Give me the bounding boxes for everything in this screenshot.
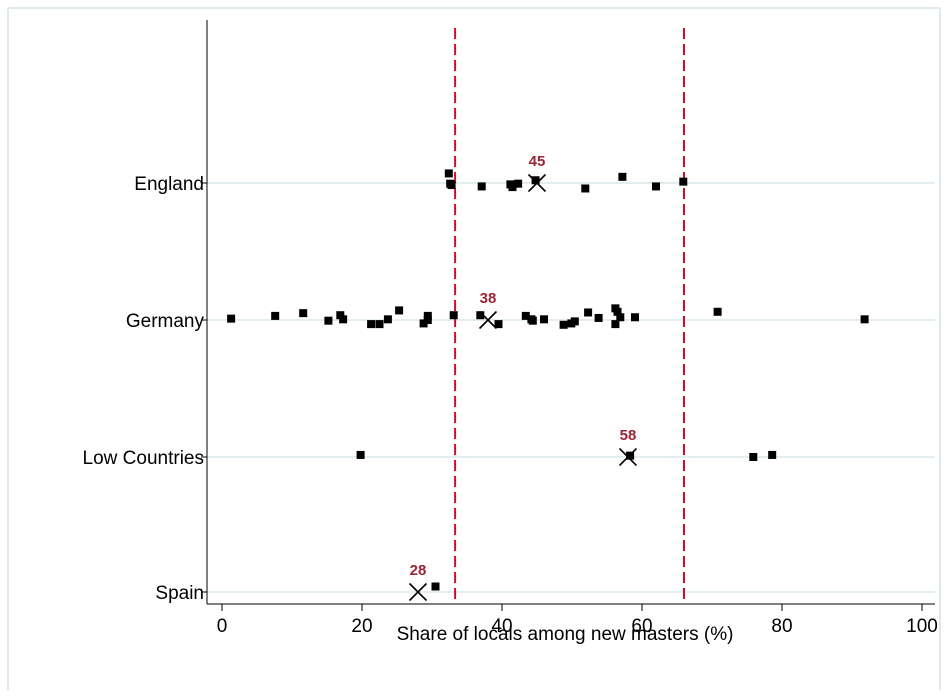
mean-marker-stroke <box>408 582 428 602</box>
mean-marker <box>618 447 638 467</box>
category-label: Low Countries <box>83 448 204 469</box>
x-tick-label: 0 <box>217 616 228 637</box>
data-point <box>395 306 404 315</box>
x-tick-label: 40 <box>491 616 512 637</box>
x-tick-label: 80 <box>771 616 792 637</box>
data-point <box>336 311 345 320</box>
mean-data-label: 28 <box>410 562 427 579</box>
data-point <box>631 313 639 322</box>
mean-marker <box>408 582 428 602</box>
x-axis-title: Share of locals among new masters (%) <box>397 624 734 645</box>
data-point <box>508 183 517 192</box>
reference-lines <box>454 28 685 604</box>
category-label: Germany <box>126 311 205 332</box>
data-point <box>713 307 722 316</box>
mean-marker <box>527 173 547 193</box>
data-point <box>423 316 432 324</box>
mean-data-label: 58 <box>620 427 637 444</box>
mean-marker-stroke <box>618 447 638 467</box>
data-point <box>476 311 485 320</box>
mean-marker-stroke <box>478 310 498 330</box>
data-point <box>616 313 625 322</box>
x-tick-label: 60 <box>631 616 652 637</box>
data-point <box>449 311 458 320</box>
data-point <box>528 316 537 325</box>
data-point <box>594 313 603 322</box>
mean-marker <box>478 310 498 330</box>
data-point <box>444 169 453 178</box>
data-point <box>271 311 280 320</box>
data-point <box>339 315 348 324</box>
data-point <box>584 308 593 317</box>
data-point <box>540 315 548 324</box>
data-point <box>860 315 869 324</box>
data-point <box>618 172 627 181</box>
mean-marker-stroke <box>527 173 547 193</box>
data-point <box>521 311 530 320</box>
mean-data-label: 45 <box>529 153 546 170</box>
data-point <box>367 320 376 329</box>
mean-markers: 45 38 58 28 <box>408 153 638 602</box>
data-point <box>514 179 523 188</box>
mean-data-label: 38 <box>480 290 497 307</box>
data-point <box>383 315 392 324</box>
data-point <box>581 184 590 193</box>
data-point <box>324 316 333 325</box>
data-point <box>419 319 428 328</box>
data-point <box>559 320 568 329</box>
data-point <box>375 320 384 329</box>
data-point <box>611 320 620 329</box>
data-point <box>494 320 503 329</box>
category-label: England <box>134 174 204 195</box>
grid-lines <box>207 182 935 593</box>
data-points <box>227 169 869 591</box>
data-point <box>477 182 486 191</box>
data-point <box>531 176 540 185</box>
x-tick-label: 20 <box>351 616 372 637</box>
plot-region-frame <box>7 7 941 690</box>
axes: England Germany Low Countries Spain 0 20 40 60 8… <box>83 20 938 637</box>
category-label: Spain <box>155 583 204 604</box>
data-point <box>356 450 365 459</box>
data-point <box>423 311 432 320</box>
data-point <box>431 582 440 591</box>
data-point <box>227 314 236 323</box>
data-point <box>652 182 660 191</box>
data-point <box>447 181 456 190</box>
data-point <box>749 453 758 461</box>
data-point <box>613 307 622 316</box>
x-tick-label: 100 <box>906 616 938 637</box>
data-point <box>299 309 308 318</box>
data-point <box>768 450 777 459</box>
data-point <box>570 317 579 326</box>
data-point <box>679 177 688 186</box>
